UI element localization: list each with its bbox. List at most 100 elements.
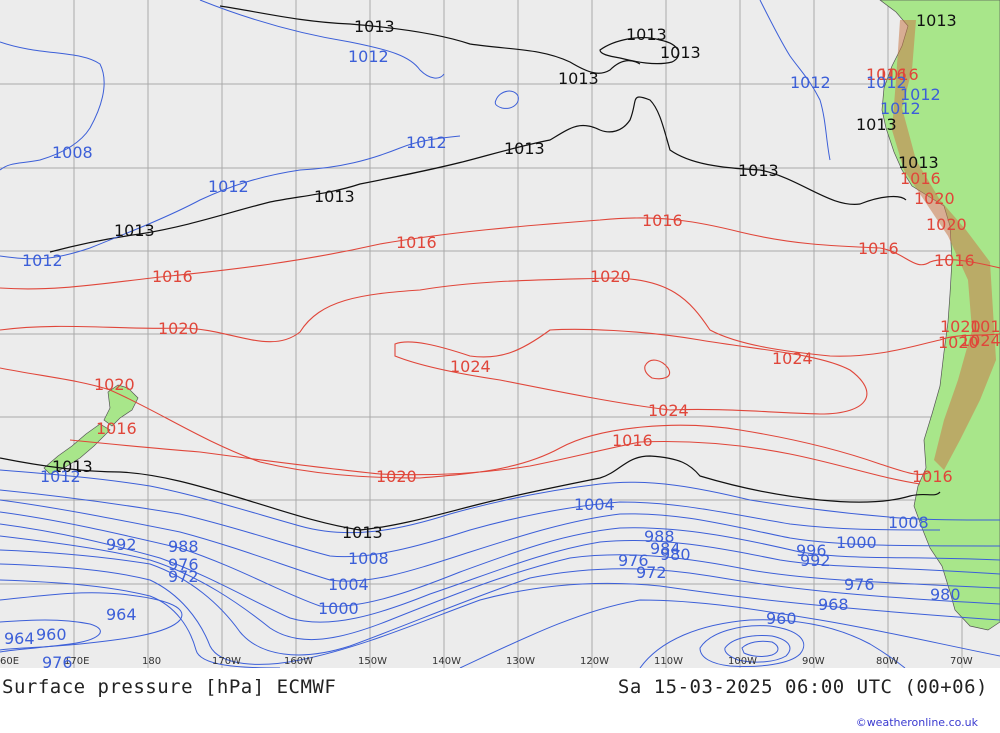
isobar-label-1016: 1016 [912,467,953,486]
isobar-label-1004: 1004 [574,495,615,514]
isobar-label-1020: 1020 [938,333,979,352]
isobar-968-ring [639,619,906,668]
pressure-map: 60E 170E 180 170W 160W 150W 140W 130W 12… [0,0,1000,668]
graticule [0,0,1000,668]
isobar-label-1020: 1020 [940,317,981,336]
isobar-label-1012: 1012 [348,47,389,66]
isobar-label-1013: 1013 [314,187,355,206]
isobar-label-1020: 1020 [590,267,631,286]
isobar-1020-north [0,277,1000,357]
andes-band [892,20,996,470]
tick-label: 70W [950,656,973,667]
isobar-960-ring [699,625,805,667]
isobar-label-964: 964 [106,605,137,624]
isobar-1008-blob [494,90,519,109]
isobar-972 [459,599,1000,668]
isobar-label-layer: 1013 1013 1013 1013 1013 1013 1013 1013 … [4,11,1000,668]
isobar-988 [0,549,1000,656]
isobar-label-1013: 1013 [898,153,939,172]
isobar-label-1016: 1016 [878,65,919,84]
isobar-952-ring [741,640,779,657]
isobar-label-960: 960 [766,609,797,628]
tick-label: 140W [432,656,461,667]
isobar-992 [0,535,1000,641]
isobar-label-960: 960 [36,625,67,644]
isobar-label-1004: 1004 [328,575,369,594]
tick-label: 100W [728,656,757,667]
isobar-label-1012: 1012 [208,177,249,196]
isobar-label-1016: 1016 [970,317,1000,336]
isobar-1000 [0,511,1000,608]
isobars-high [0,217,1000,485]
isobar-1024-east [644,359,670,380]
isobar-label-1000: 1000 [836,533,877,552]
isobar-label-1008: 1008 [52,143,93,162]
isobar-label-972: 972 [636,563,667,582]
isobar-1012-south [0,469,1000,534]
isobar-label-1016: 1016 [96,419,137,438]
isobar-label-1016: 1016 [152,267,193,286]
isobar-1016-south [69,439,921,485]
isobar-label-1013: 1013 [626,25,667,44]
isobar-984 [0,563,1000,665]
isobars-low [0,0,1000,668]
labels-1013: 1013 1013 1013 1013 1013 1013 1013 1013 … [52,11,957,542]
credit-link[interactable]: ©weatheronline.co.uk [855,716,978,729]
labels-high: 1016 1016 1016 1016 1016 1016 1016 1016 … [94,65,1000,486]
isobar-label-984: 984 [650,539,681,558]
isobar-label-1013: 1013 [52,457,93,476]
isobar-label-1013: 1013 [354,17,395,36]
labels-low: 1012 1012 1012 1012 1008 1012 1012 1012 … [4,47,961,668]
isobar-label-1013: 1013 [114,221,155,240]
isobar-1004 [0,499,1000,582]
isobar-label-1008: 1008 [888,513,929,532]
isobar-label-1013: 1013 [856,115,897,134]
isobar-996 [0,523,1000,623]
isobar-label-1024: 1024 [648,401,689,420]
forecast-time: Sa 15-03-2025 06:00 UTC (00+06) [617,676,988,698]
isobar-1008 [0,489,941,558]
isobar-label-988: 988 [168,537,199,556]
isobar-label-1013: 1013 [660,43,701,62]
isobar-label-1013: 1013 [916,11,957,30]
isobar-1012-top [199,0,445,79]
isobar-label-1013: 1013 [558,69,599,88]
isobar-label-1020: 1020 [926,215,967,234]
isobar-label-976: 976 [618,551,649,570]
isobar-1013-loop [599,37,680,65]
isobar-1013-south [0,455,941,531]
tick-label: 80W [876,656,899,667]
map-canvas [0,0,1000,668]
isobar-1012-mid [0,135,461,260]
isobar-label-988: 988 [644,527,675,546]
isobar-label-992: 992 [800,551,831,570]
isobar-label-1016: 1016 [900,169,941,188]
isobar-1016-north [0,217,1000,290]
tick-label: 90W [802,656,825,667]
isobar-1008-left [0,41,105,171]
isobar-label-972: 972 [168,567,199,586]
isobar-label-1013: 1013 [738,161,779,180]
isobar-976 [0,579,281,668]
isobar-1013-top [219,5,641,74]
tick-label: 150W [358,656,387,667]
isobar-label-996: 996 [796,541,827,560]
isobar-label-976: 976 [168,555,199,574]
isobar-label-1012: 1012 [880,99,921,118]
isobar-label-1012: 1012 [790,73,831,92]
tick-label: 120W [580,656,609,667]
new-zealand-north [103,384,139,427]
tick-label: 160W [284,656,313,667]
isobar-label-964: 964 [4,629,35,648]
tick-label: 180 [142,656,161,667]
isobar-label-968: 968 [818,595,849,614]
isobar-label-1020: 1020 [158,319,199,338]
isobar-1024-west [394,328,868,415]
landmasses [43,0,1000,631]
isobar-label-1013: 1013 [504,139,545,158]
isobar-label-1024: 1024 [772,349,813,368]
chart-title: Surface pressure [hPa] ECMWF [2,676,337,698]
isobar-956-ring [724,635,791,663]
isobar-960-low [0,619,101,653]
isobars-1013 [0,5,941,531]
